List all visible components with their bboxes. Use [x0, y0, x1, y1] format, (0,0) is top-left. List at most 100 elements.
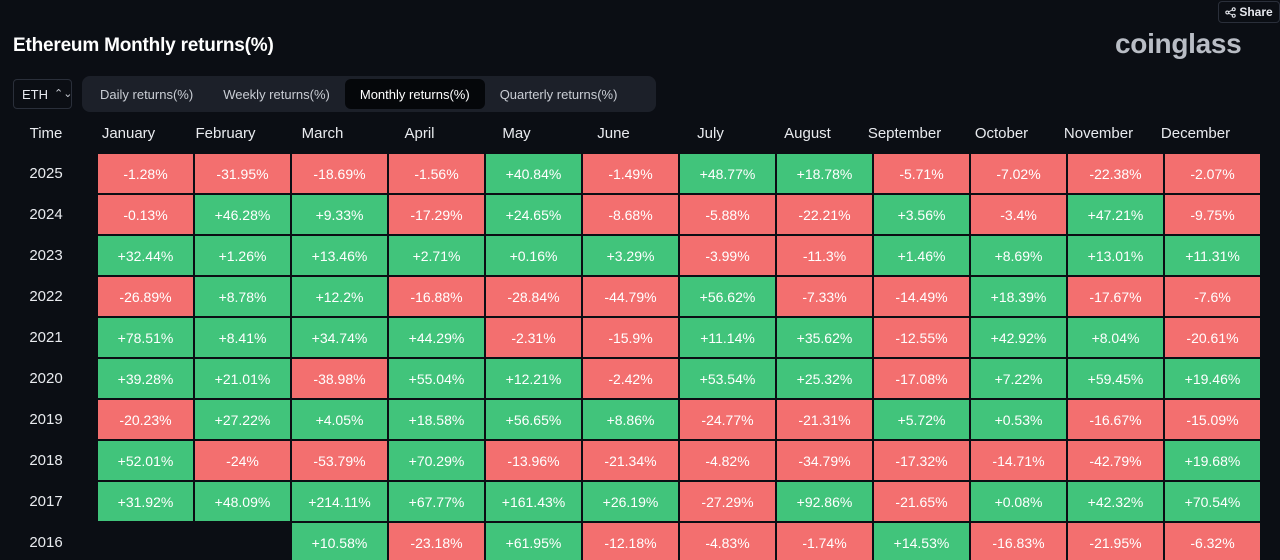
return-cell-2021-september: -12.55%	[874, 318, 969, 357]
return-cell-2025-september: -5.71%	[874, 154, 969, 193]
asset-select[interactable]: ETH ⌃⌄	[13, 79, 72, 109]
return-cell-2025-october: -7.02%	[971, 154, 1066, 193]
return-cell-2018-march: -53.79%	[292, 441, 387, 480]
return-cell-2018-october: -14.71%	[971, 441, 1066, 480]
return-cell-2025-january: -1.28%	[98, 154, 193, 193]
tab-daily-returns[interactable]: Daily returns(%)	[100, 86, 194, 102]
return-cell-2021-february: +8.41%	[195, 318, 290, 357]
return-cell-2024-april: -17.29%	[389, 195, 484, 234]
column-header-july: July	[697, 124, 724, 142]
return-cell-2022-july: +56.62%	[680, 277, 775, 316]
return-cell-2021-june: -15.9%	[583, 318, 678, 357]
column-header-september: September	[867, 124, 942, 142]
return-cell-2023-october: +8.69%	[971, 236, 1066, 275]
return-cell-2017-september: -21.65%	[874, 482, 969, 521]
return-cell-2025-june: -1.49%	[583, 154, 678, 193]
return-cell-2024-may: +24.65%	[486, 195, 581, 234]
return-cell-2021-april: +44.29%	[389, 318, 484, 357]
column-header-april: April	[404, 124, 435, 142]
return-cell-2024-november: +47.21%	[1068, 195, 1163, 234]
return-cell-2023-august: -11.3%	[777, 236, 872, 275]
return-cell-2016-march: +10.58%	[292, 523, 387, 560]
row-label-2016: 2016	[29, 534, 63, 551]
tab-monthly-returns[interactable]: Monthly returns(%)	[344, 79, 485, 109]
return-cell-2017-february: +48.09%	[195, 482, 290, 521]
return-cell-2016-august: -1.74%	[777, 523, 872, 560]
chevron-up-down-icon: ⌃⌄	[54, 87, 73, 100]
tab-weekly-returns[interactable]: Weekly returns(%)	[223, 86, 330, 102]
share-icon	[1225, 6, 1237, 18]
return-cell-2023-april: +2.71%	[389, 236, 484, 275]
return-cell-2018-february: -24%	[195, 441, 290, 480]
share-label: Share	[1239, 5, 1273, 19]
return-cell-2024-august: -22.21%	[777, 195, 872, 234]
return-cell-2025-april: -1.56%	[389, 154, 484, 193]
return-cell-2019-august: -21.31%	[777, 400, 872, 439]
return-cell-2019-february: +27.22%	[195, 400, 290, 439]
return-cell-2019-october: +0.53%	[971, 400, 1066, 439]
return-cell-2021-march: +34.74%	[292, 318, 387, 357]
return-cell-2021-july: +11.14%	[680, 318, 775, 357]
return-cell-2018-june: -21.34%	[583, 441, 678, 480]
column-header-june: June	[597, 124, 630, 142]
return-cell-2024-march: +9.33%	[292, 195, 387, 234]
return-cell-2021-august: +35.62%	[777, 318, 872, 357]
return-cell-2023-june: +3.29%	[583, 236, 678, 275]
return-cell-2025-august: +18.78%	[777, 154, 872, 193]
return-cell-2020-august: +25.32%	[777, 359, 872, 398]
return-cell-2016-april: -23.18%	[389, 523, 484, 560]
return-cell-2025-november: -22.38%	[1068, 154, 1163, 193]
return-cell-2016-july: -4.83%	[680, 523, 775, 560]
return-cell-2022-september: -14.49%	[874, 277, 969, 316]
column-header-august: August	[784, 124, 831, 142]
return-cell-2018-january: +52.01%	[98, 441, 193, 480]
asset-select-value: ETH	[22, 86, 48, 102]
return-cell-2020-april: +55.04%	[389, 359, 484, 398]
row-label-2025: 2025	[29, 165, 63, 182]
return-cell-2017-march: +214.11%	[292, 482, 387, 521]
return-cell-2025-may: +40.84%	[486, 154, 581, 193]
share-button[interactable]: Share	[1218, 1, 1280, 23]
return-cell-2020-june: -2.42%	[583, 359, 678, 398]
return-cell-2019-january: -20.23%	[98, 400, 193, 439]
return-cell-2024-december: -9.75%	[1165, 195, 1260, 234]
return-cell-2017-december: +70.54%	[1165, 482, 1260, 521]
return-cell-2020-march: -38.98%	[292, 359, 387, 398]
return-cell-2024-january: -0.13%	[98, 195, 193, 234]
row-label-2024: 2024	[29, 206, 63, 223]
return-cell-2016-may: +61.95%	[486, 523, 581, 560]
return-cell-2017-june: +26.19%	[583, 482, 678, 521]
return-cell-2025-february: -31.95%	[195, 154, 290, 193]
column-header-december: December	[1160, 124, 1231, 142]
row-label-2021: 2021	[29, 329, 63, 346]
return-cell-2024-september: +3.56%	[874, 195, 969, 234]
column-header-october: October	[974, 124, 1029, 142]
return-cell-2020-december: +19.46%	[1165, 359, 1260, 398]
column-header-january: January	[101, 124, 156, 142]
return-cell-2018-december: +19.68%	[1165, 441, 1260, 480]
return-cell-2018-november: -42.79%	[1068, 441, 1163, 480]
return-cell-2025-july: +48.77%	[680, 154, 775, 193]
column-header-march: March	[301, 124, 344, 142]
return-cell-2017-january: +31.92%	[98, 482, 193, 521]
return-cell-2020-july: +53.54%	[680, 359, 775, 398]
return-cell-2016-september: +14.53%	[874, 523, 969, 560]
return-cell-2017-november: +42.32%	[1068, 482, 1163, 521]
return-cell-2020-february: +21.01%	[195, 359, 290, 398]
tab-quarterly-returns[interactable]: Quarterly returns(%)	[499, 86, 618, 102]
monthly-returns-heatmap: Time January February March April May June July…	[0, 118, 1280, 560]
return-cell-2021-may: -2.31%	[486, 318, 581, 357]
return-cell-2020-may: +12.21%	[486, 359, 581, 398]
return-cell-2023-march: +13.46%	[292, 236, 387, 275]
return-cell-2025-december: -2.07%	[1165, 154, 1260, 193]
return-cell-2024-october: -3.4%	[971, 195, 1066, 234]
return-cell-2022-october: +18.39%	[971, 277, 1066, 316]
return-cell-2023-january: +32.44%	[98, 236, 193, 275]
return-cell-2024-july: -5.88%	[680, 195, 775, 234]
return-cell-2018-may: -13.96%	[486, 441, 581, 480]
return-cell-2021-january: +78.51%	[98, 318, 193, 357]
return-cell-2021-november: +8.04%	[1068, 318, 1163, 357]
coinglass-logo: coinglass	[1115, 28, 1242, 59]
return-cell-2023-december: +11.31%	[1165, 236, 1260, 275]
